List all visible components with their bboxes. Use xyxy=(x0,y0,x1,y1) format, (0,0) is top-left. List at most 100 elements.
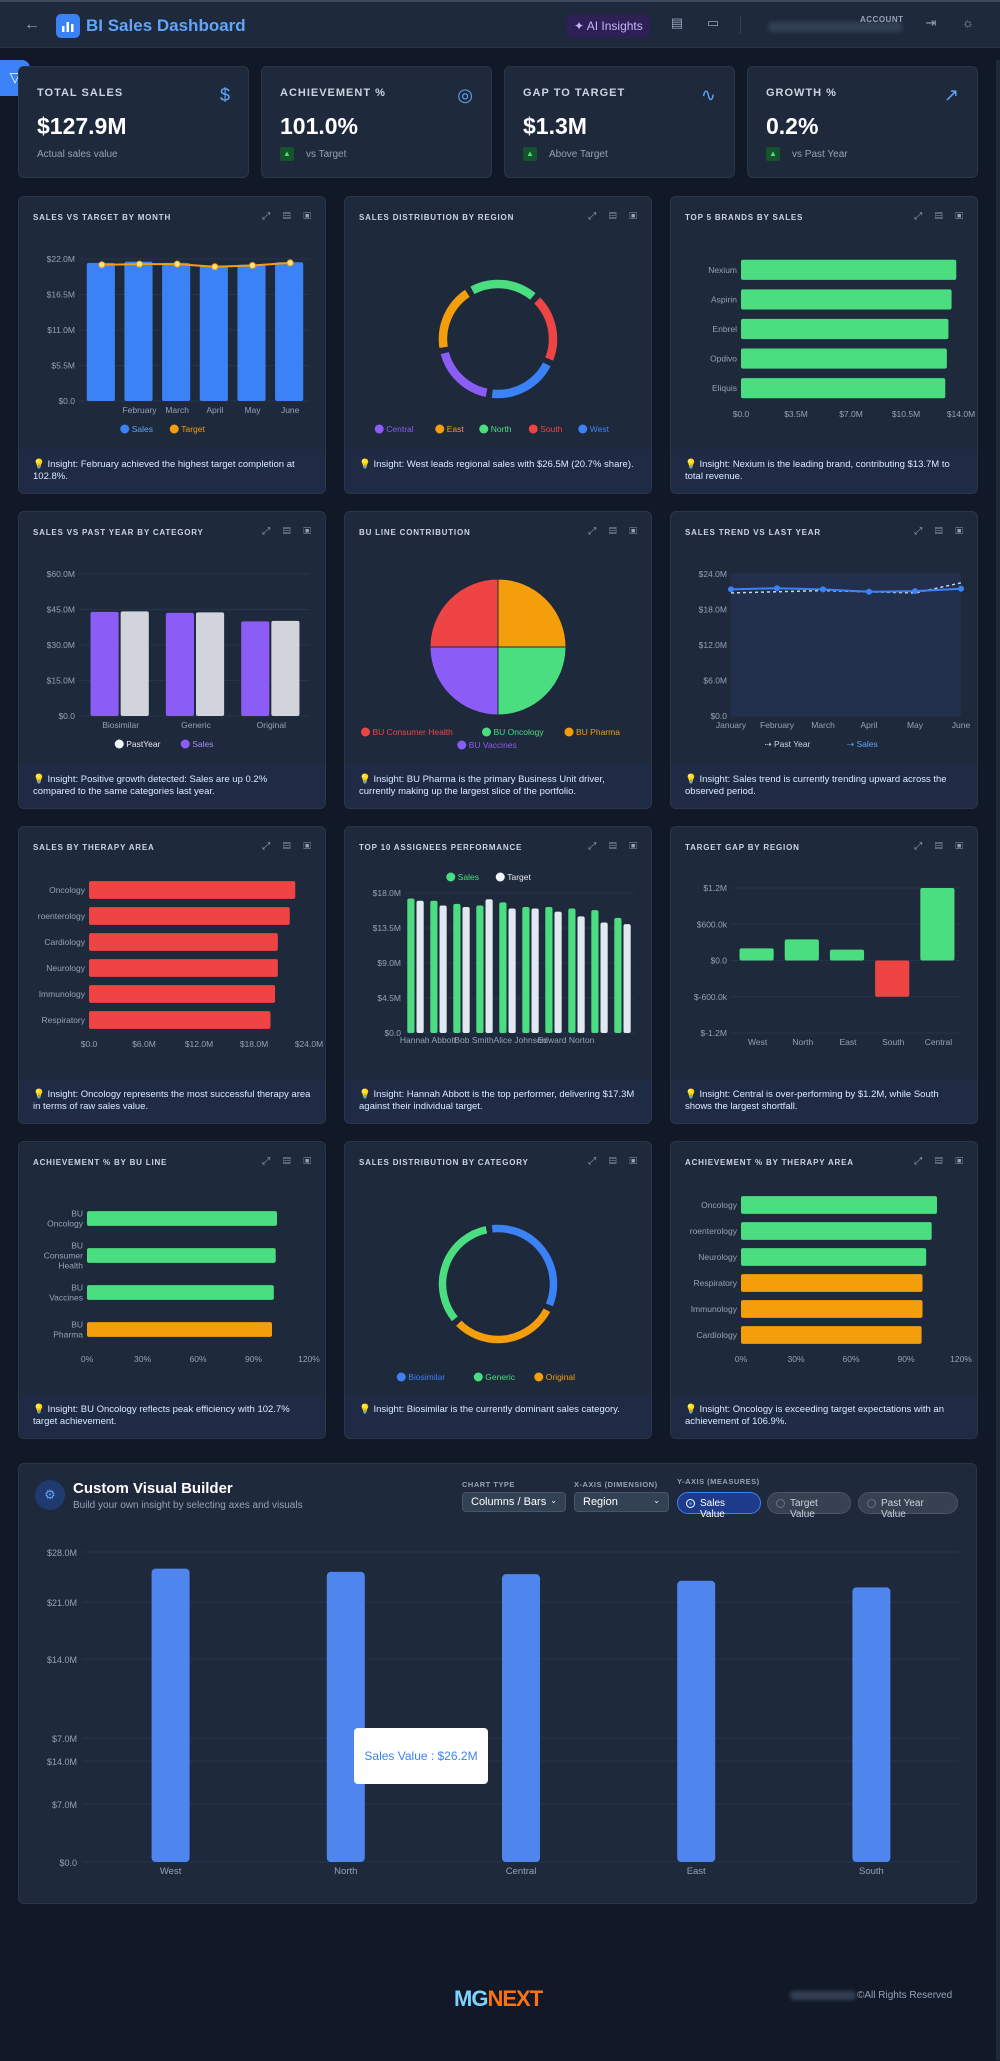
export-csv-icon[interactable]: ▤ xyxy=(934,841,943,852)
x-tick-label: April xyxy=(206,405,223,415)
y-tick-label: $60.0M xyxy=(47,569,75,579)
bar xyxy=(89,881,296,899)
export-image-icon[interactable]: ▣ xyxy=(629,526,637,537)
kpi-label: ACHIEVEMENT % xyxy=(280,87,386,99)
legend-label: Sales xyxy=(458,872,479,882)
kpi-value: 0.2% xyxy=(766,113,819,139)
x-tick-label: East xyxy=(687,1866,706,1877)
x-axis-select[interactable]: Region ⌄ xyxy=(574,1492,669,1512)
export-csv-icon[interactable]: ▤ xyxy=(282,211,291,222)
chart-svg: $0.0 $4.5M $9.0M $13.5M $18.0M Hannah AbbottB… xyxy=(373,872,635,1045)
export-csv-icon[interactable]: ▤ xyxy=(608,1156,617,1167)
y-tick-label: $30.0M xyxy=(47,640,75,650)
x-tick-label: 60% xyxy=(189,1354,206,1364)
x-tick-label: Central xyxy=(506,1866,537,1877)
pie-slice xyxy=(437,1224,489,1324)
expand-icon[interactable]: ⤢ xyxy=(262,841,271,852)
bar xyxy=(741,1222,932,1240)
bar xyxy=(568,908,576,1033)
expand-icon[interactable]: ⤢ xyxy=(588,1156,597,1167)
card-toolbar: ⤢ ▤ ▣ xyxy=(588,1156,637,1167)
export-csv-icon[interactable]: ▤ xyxy=(934,211,943,222)
insight-box: 💡 Insight: West leads regional sales wit… xyxy=(345,449,651,493)
expand-icon[interactable]: ⤢ xyxy=(914,1156,923,1167)
expand-icon[interactable]: ⤢ xyxy=(588,841,597,852)
export-csv-icon[interactable]: ▤ xyxy=(608,841,617,852)
export-csv-icon[interactable]: ▤ xyxy=(934,526,943,537)
chart-card: TARGET GAP BY REGION ⤢ ▤ ▣ 💡 Insight: Cent… xyxy=(670,826,978,1124)
builder-icon: ⚙ xyxy=(35,1480,65,1510)
pie-slice xyxy=(490,360,553,400)
x-tick-label: February xyxy=(122,405,157,415)
legend-swatch xyxy=(435,424,445,434)
x-tick-label: $24.0M xyxy=(295,1039,323,1049)
bar xyxy=(407,898,415,1033)
export-image-icon[interactable]: ▣ xyxy=(303,211,311,222)
export-image-icon[interactable]: ▣ xyxy=(303,526,311,537)
expand-icon[interactable]: ⤢ xyxy=(262,211,271,222)
bar xyxy=(151,1568,190,1862)
expand-icon[interactable]: ⤢ xyxy=(588,211,597,222)
export-image-icon[interactable]: ▣ xyxy=(629,211,637,222)
legend-swatch xyxy=(374,424,384,434)
y-tick-label: $0.0 xyxy=(710,711,727,721)
chart-type-select[interactable]: Columns / Bars ⌄ xyxy=(462,1492,566,1512)
export-image-icon[interactable]: ▣ xyxy=(303,1156,311,1167)
measure-sales-value[interactable]: Sales Value xyxy=(677,1492,761,1520)
x-tick-label: 60% xyxy=(842,1354,859,1364)
expand-icon[interactable]: ⤢ xyxy=(914,211,923,222)
card-title: TOP 10 ASSIGNEES PERFORMANCE xyxy=(359,843,523,852)
bar xyxy=(439,905,447,1033)
target-point xyxy=(136,260,143,268)
measure-past-year-value[interactable]: Past Year Value xyxy=(858,1492,958,1520)
x-tick-label: $12.0M xyxy=(185,1039,213,1049)
logout-icon[interactable]: ⇥ xyxy=(925,15,937,30)
insight-box: 💡 Insight: Oncology represents the most … xyxy=(19,1079,325,1123)
x-tick-label: January xyxy=(716,720,747,730)
y-tick-label: $18.0M xyxy=(373,888,401,898)
export-csv-icon[interactable]: ▤ xyxy=(608,211,617,222)
export-image-icon[interactable]: ▣ xyxy=(629,841,637,852)
footer-logo: MGNEXT xyxy=(454,1986,543,2012)
x-tick-label: South xyxy=(859,1866,884,1877)
export-csv-icon[interactable]: ▤ xyxy=(934,1156,943,1167)
ai-insights-button[interactable]: ✦ AI Insights xyxy=(566,14,650,38)
expand-icon[interactable]: ⤢ xyxy=(914,841,923,852)
y-tick-label: $16.5M xyxy=(47,290,75,300)
export-csv-icon[interactable]: ▤ xyxy=(608,526,617,537)
measure-label: Past Year Value xyxy=(881,1498,924,1520)
category-label: Oncology xyxy=(47,1219,84,1229)
expand-icon[interactable]: ⤢ xyxy=(914,526,923,537)
x-tick-label: Alice Johnson xyxy=(494,1035,547,1045)
theme-toggle-icon[interactable]: ☼ xyxy=(962,15,974,30)
back-arrow-icon[interactable]: ← xyxy=(24,16,40,33)
export-image-icon[interactable]: ▣ xyxy=(955,526,963,537)
card-toolbar: ⤢ ▤ ▣ xyxy=(262,1156,311,1167)
export-csv-icon[interactable]: ▤ xyxy=(282,841,291,852)
measure-target-value[interactable]: Target Value xyxy=(767,1492,851,1520)
export-image-icon[interactable]: ▣ xyxy=(955,841,963,852)
y-tick-label: $9.0M xyxy=(377,958,401,968)
expand-icon[interactable]: ⤢ xyxy=(262,526,271,537)
card-toolbar: ⤢ ▤ ▣ xyxy=(914,841,963,852)
pie-slice xyxy=(437,287,472,350)
page-scrollbar[interactable] xyxy=(996,60,1000,2060)
monitor-icon[interactable]: ▭ xyxy=(706,15,720,30)
document-icon[interactable]: ▤ xyxy=(670,15,684,30)
expand-icon[interactable]: ⤢ xyxy=(262,1156,271,1167)
category-label: BU xyxy=(71,1283,83,1293)
export-image-icon[interactable]: ▣ xyxy=(955,211,963,222)
export-image-icon[interactable]: ▣ xyxy=(303,841,311,852)
expand-icon[interactable]: ⤢ xyxy=(588,526,597,537)
bar xyxy=(89,1011,271,1029)
export-image-icon[interactable]: ▣ xyxy=(955,1156,963,1167)
bar xyxy=(614,917,622,1033)
export-csv-icon[interactable]: ▤ xyxy=(282,1156,291,1167)
export-image-icon[interactable]: ▣ xyxy=(629,1156,637,1167)
bar xyxy=(677,1580,716,1862)
legend-swatch xyxy=(528,424,538,434)
y-tick-label: $14.0M xyxy=(47,1757,77,1767)
x-tick-label: March xyxy=(165,405,189,415)
export-csv-icon[interactable]: ▤ xyxy=(282,526,291,537)
chevron-down-icon: ⌄ xyxy=(550,1496,557,1505)
